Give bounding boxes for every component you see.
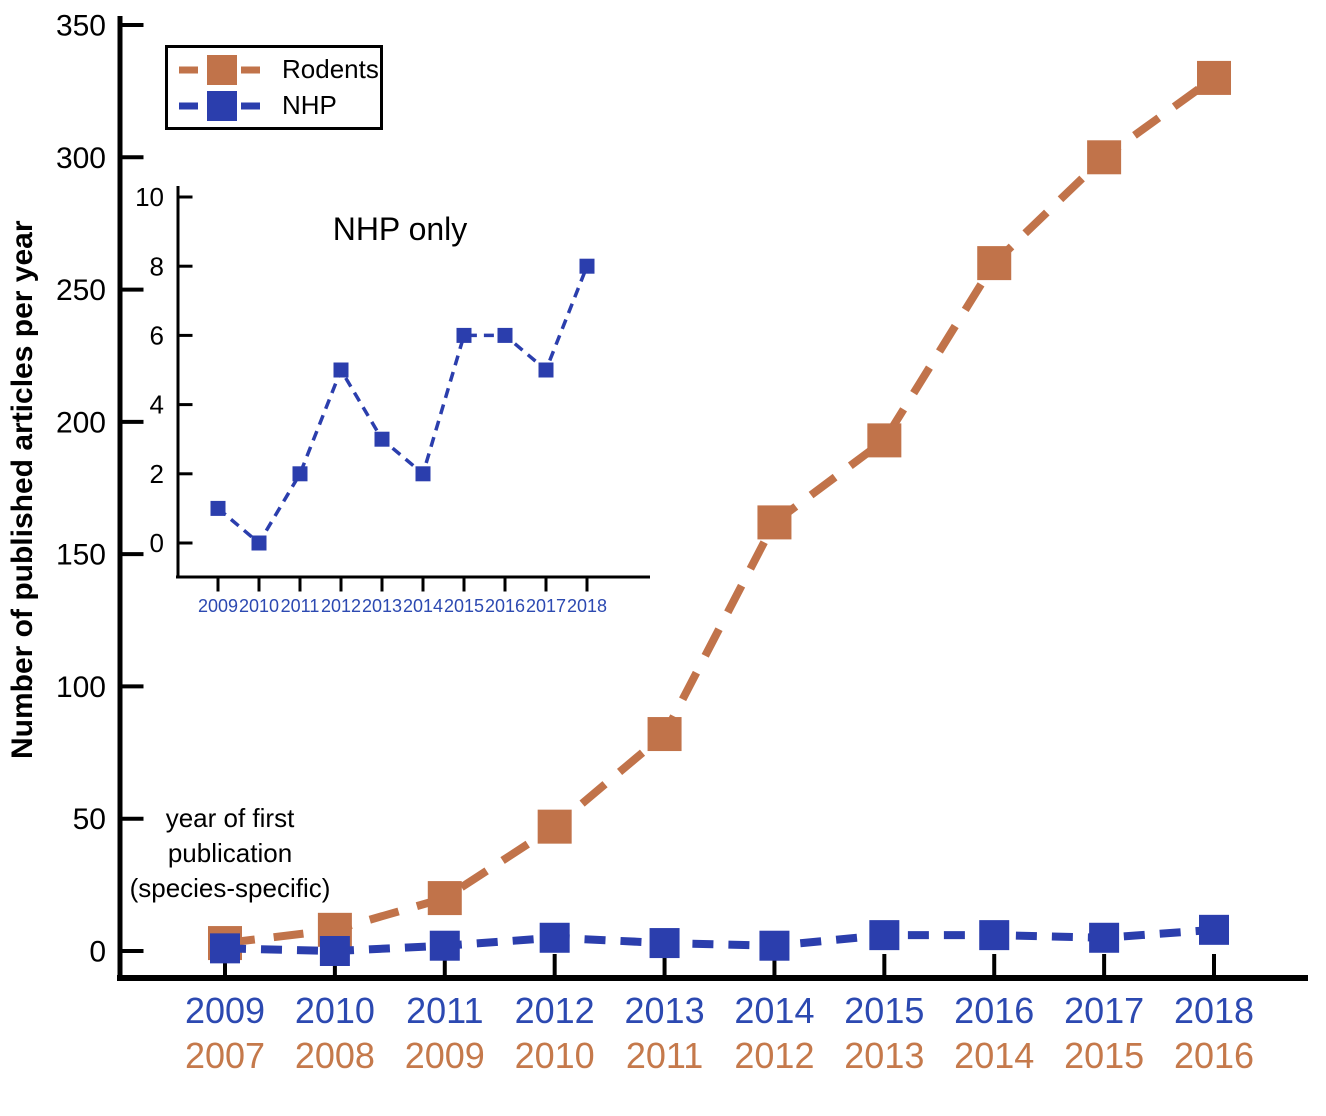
inset-x-label-nhp: 2011	[281, 596, 320, 616]
nhp-main-marker	[979, 920, 1010, 951]
main-y-tick-label: 350	[56, 10, 106, 43]
main-y-tick-label: 50	[73, 803, 106, 836]
main-x-label-nhp: 2014	[734, 990, 814, 1031]
rodents-legend-square	[207, 54, 237, 85]
inset-y-tick-label: 2	[150, 459, 164, 489]
rodents-main-marker	[427, 881, 462, 916]
x-axis-annotation: year of first publication (species-speci…	[110, 801, 350, 906]
nhp-inset-marker	[251, 535, 267, 551]
inset-x-label-nhp: 2018	[567, 596, 607, 616]
main-x-label-nhp: 2012	[515, 990, 595, 1031]
nhp-inset-marker	[579, 258, 595, 274]
main-x-label-nhp: 2017	[1064, 990, 1144, 1031]
annotation-line-2: publication	[167, 838, 293, 868]
nhp-inset-marker	[497, 327, 513, 343]
inset-x-label-nhp: 2014	[403, 596, 443, 616]
rodents-main-marker	[647, 717, 682, 752]
main-x-label-nhp: 2016	[954, 990, 1034, 1031]
rodents-legend-marker-icon	[179, 54, 265, 85]
main-x-label-nhp: 2009	[185, 990, 265, 1031]
nhp-main-marker	[1199, 914, 1230, 945]
nhp-legend-marker-icon	[179, 90, 265, 121]
nhp-main-marker	[539, 922, 570, 953]
main-x-label-rodents: 2012	[734, 1035, 814, 1076]
main-x-label-rodents: 2011	[626, 1035, 703, 1076]
nhp-inset-marker	[292, 466, 308, 482]
nhp-inset-marker	[333, 362, 349, 378]
nhp-main-marker	[429, 930, 460, 961]
nhp-main-marker	[210, 933, 240, 964]
nhp-main-marker	[1089, 922, 1120, 953]
main-x-label-rodents: 2013	[844, 1035, 924, 1076]
nhp-inset-marker	[415, 466, 431, 482]
main-x-label-nhp: 2011	[406, 990, 483, 1031]
nhp-main-marker	[759, 930, 790, 961]
annotation-line-1: year of first	[165, 803, 295, 833]
nhp-inset-marker	[210, 500, 226, 516]
nhp-inset-marker	[374, 431, 390, 447]
main-x-label-rodents: 2009	[405, 1035, 485, 1076]
rodents-main-marker	[757, 505, 792, 540]
main-x-label-rodents: 2010	[515, 1035, 595, 1076]
nhp-inset-line	[216, 265, 589, 546]
inset-x-label-nhp: 2012	[321, 596, 361, 616]
inset-x-label-nhp: 2013	[362, 596, 402, 616]
main-x-label-rodents: 2015	[1064, 1035, 1144, 1076]
inset-x-label-nhp: 2017	[526, 596, 566, 616]
inset-y-tick-label: 8	[150, 251, 164, 281]
legend-label-nhp: NHP	[282, 90, 337, 120]
rodents-main-marker	[537, 809, 572, 844]
inset-y-tick-label: 0	[150, 528, 164, 558]
rodents-main-line	[224, 74, 1217, 948]
inset-x-label-nhp: 2010	[239, 596, 279, 616]
legend-label-rodents: Rodents	[282, 54, 379, 84]
main-y-tick-label: 250	[56, 274, 106, 307]
inset-x-label-nhp: 2009	[198, 596, 238, 616]
inset-x-label-nhp: 2016	[485, 596, 525, 616]
inset-title: NHP only	[332, 211, 468, 247]
inset-y-tick-label: 10	[135, 182, 164, 212]
main-y-tick-label: 300	[56, 142, 106, 175]
main-x-label-nhp: 2015	[844, 990, 924, 1031]
nhp-inset-marker	[538, 362, 554, 378]
main-x-label-rodents: 2008	[295, 1035, 375, 1076]
main-x-label-nhp: 2013	[625, 990, 705, 1031]
legend-item-nhp: NHP	[178, 90, 376, 121]
main-x-label-rodents: 2016	[1174, 1035, 1254, 1076]
main-x-label-rodents: 2014	[954, 1035, 1034, 1076]
main-y-tick-label: 150	[56, 539, 106, 572]
rodents-main-marker	[1197, 60, 1232, 95]
inset-y-tick-label: 6	[150, 321, 164, 351]
nhp-legend-square	[207, 90, 237, 121]
rodents-main-marker	[867, 423, 902, 458]
main-x-label-nhp: 2010	[295, 990, 375, 1031]
main-y-tick-label: 100	[56, 671, 106, 704]
legend: Rodents NHP	[165, 45, 383, 130]
rodents-main-marker	[977, 246, 1012, 281]
rodents-main-marker	[1087, 140, 1122, 175]
nhp-main-marker	[649, 928, 680, 959]
legend-item-rodents: Rodents	[178, 54, 379, 85]
annotation-line-3: (species-specific)	[129, 873, 331, 903]
main-x-label-nhp: 2018	[1174, 990, 1254, 1031]
nhp-main-marker	[869, 920, 900, 951]
main-y-tick-label: 0	[89, 936, 106, 969]
inset-y-tick-label: 4	[150, 390, 164, 420]
main-x-label-rodents: 2007	[185, 1035, 265, 1076]
nhp-main-line	[224, 925, 1215, 956]
inset-x-label-nhp: 2015	[444, 596, 484, 616]
nhp-inset-marker	[456, 327, 472, 343]
main-y-tick-label: 200	[56, 406, 106, 439]
nhp-main-marker	[319, 936, 350, 966]
y-axis-title: Number of published articles per year	[6, 220, 39, 760]
